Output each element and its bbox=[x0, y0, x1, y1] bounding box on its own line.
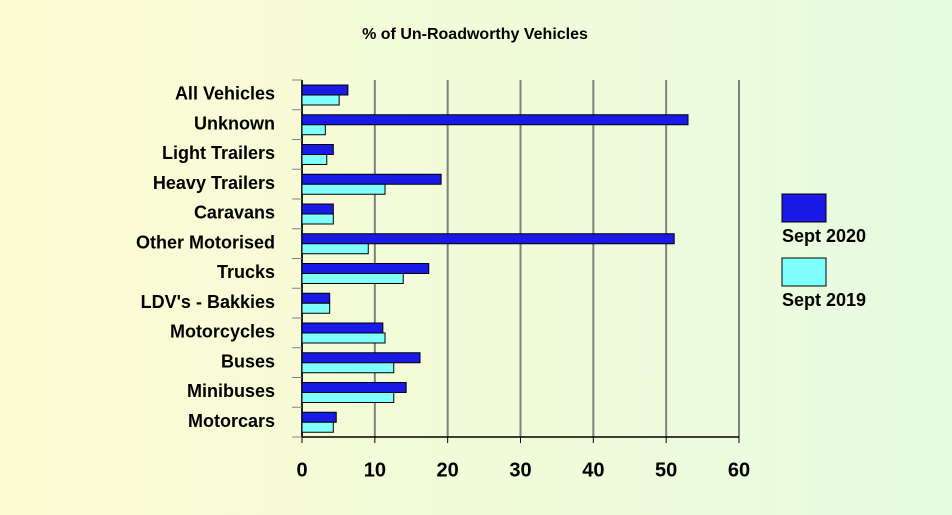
bar bbox=[301, 124, 326, 136]
bar bbox=[301, 233, 675, 245]
y-tick-label: Other Motorised bbox=[136, 232, 275, 252]
x-tick-label: 50 bbox=[655, 459, 677, 481]
bar bbox=[301, 421, 334, 433]
bar bbox=[301, 382, 407, 393]
bar bbox=[301, 352, 421, 364]
y-tick-label: Motorcars bbox=[188, 411, 275, 431]
y-tick-label: Caravans bbox=[194, 203, 275, 223]
x-tick-label: 10 bbox=[364, 459, 386, 481]
legend-label: Sept 2019 bbox=[782, 290, 866, 310]
bar bbox=[301, 273, 404, 284]
y-tick-label: All Vehicles bbox=[175, 84, 275, 104]
y-tick-label: Light Trailers bbox=[162, 143, 275, 163]
bar bbox=[301, 213, 334, 225]
x-tick-label: 40 bbox=[582, 459, 604, 481]
x-tick-label: 30 bbox=[509, 459, 531, 481]
y-tick-label: Unknown bbox=[194, 113, 275, 133]
legend-swatch bbox=[781, 257, 827, 287]
bar bbox=[301, 183, 386, 195]
bar bbox=[301, 243, 369, 255]
bar bbox=[301, 292, 331, 304]
bar bbox=[301, 332, 386, 344]
y-tick-label: Buses bbox=[221, 351, 275, 371]
legend-label: Sept 2020 bbox=[782, 226, 866, 246]
bar bbox=[301, 173, 442, 185]
bar bbox=[301, 94, 340, 106]
y-tick-label: Trucks bbox=[217, 262, 275, 282]
y-tick-label: LDV's - Bakkies bbox=[141, 292, 275, 312]
bar bbox=[301, 203, 334, 215]
bar bbox=[301, 322, 384, 334]
bar bbox=[301, 84, 349, 96]
legend-swatch bbox=[781, 193, 827, 223]
y-tick-label: Heavy Trailers bbox=[153, 173, 275, 193]
bar bbox=[301, 114, 689, 126]
y-tick-label: Motorcycles bbox=[170, 322, 275, 342]
x-tick-label: 60 bbox=[728, 459, 750, 481]
y-tick-label: Minibuses bbox=[187, 381, 275, 401]
x-tick-label: 20 bbox=[437, 459, 459, 481]
bar bbox=[301, 144, 334, 155]
bar bbox=[301, 154, 328, 165]
bar bbox=[301, 362, 395, 374]
chart-title: % of Un-Roadworthy Vehicles bbox=[362, 26, 588, 43]
bar bbox=[301, 392, 395, 403]
bar bbox=[301, 411, 337, 423]
bar bbox=[301, 302, 331, 314]
x-tick-label: 0 bbox=[296, 459, 307, 481]
bar bbox=[301, 263, 430, 274]
